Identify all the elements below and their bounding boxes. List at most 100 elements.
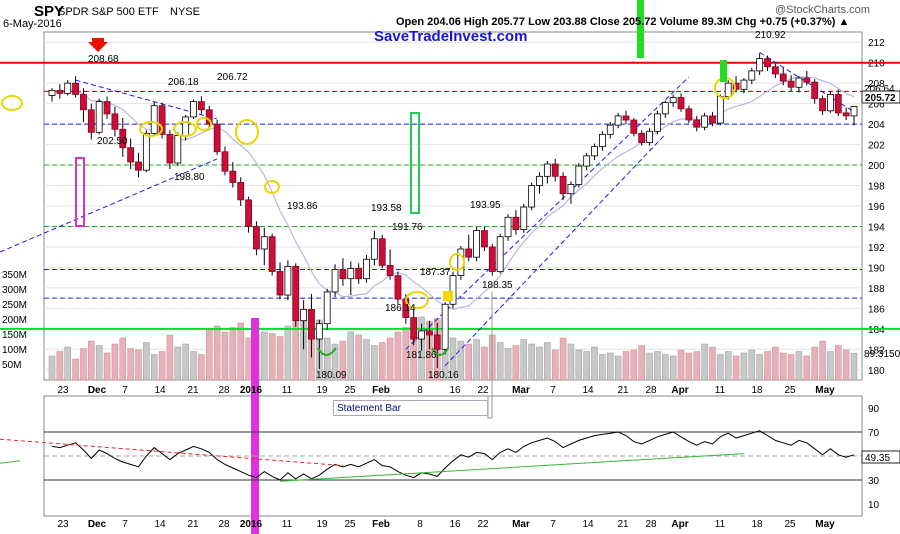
- price-annotation-label: 181.86: [406, 350, 437, 361]
- stockcharts-credit: @StockCharts.com: [775, 4, 870, 16]
- candle-body: [418, 330, 425, 340]
- candle-body: [441, 303, 449, 350]
- candle-body: [449, 275, 457, 305]
- volume-bar: [685, 352, 693, 381]
- candle-body: [512, 216, 520, 230]
- candle-body: [850, 106, 858, 117]
- candle-body: [748, 70, 756, 81]
- volume-bar: [544, 342, 551, 381]
- candle-body: [347, 268, 355, 280]
- volume-bar: [158, 351, 166, 381]
- volume-bar: [607, 352, 614, 381]
- highlight-circle: [264, 180, 280, 194]
- volume-bar: [347, 331, 355, 381]
- highlight-marker: [443, 291, 453, 301]
- price-tick-label: 212: [868, 38, 885, 49]
- volume-bar: [402, 327, 410, 381]
- volume-bar: [496, 342, 504, 381]
- volume-tick-label: 200M: [2, 315, 27, 326]
- candle-body: [543, 163, 551, 177]
- volume-bar: [787, 354, 795, 381]
- x-axis-label: 16: [449, 385, 461, 396]
- x-axis-label: 18: [751, 519, 763, 530]
- candle-body: [276, 271, 284, 296]
- candle-body: [551, 163, 559, 177]
- magenta-signal-bar: [251, 318, 259, 534]
- volume-bar: [394, 331, 402, 381]
- volume-bar: [740, 352, 748, 381]
- volume-bar: [819, 340, 826, 381]
- price-tick-label: 182: [868, 345, 885, 356]
- candle-body: [771, 66, 779, 75]
- candle-body: [197, 101, 205, 111]
- x-axis-label: Apr: [671, 519, 688, 530]
- quote-summary: Open 204.06 High 205.77 Low 203.88 Close…: [396, 16, 850, 28]
- volume-bar: [221, 331, 229, 381]
- x-axis-label: 16: [449, 519, 461, 530]
- candle-body: [606, 124, 614, 135]
- x-axis-label: 8: [417, 385, 423, 396]
- candle-body: [135, 161, 142, 171]
- volume-bar: [198, 354, 205, 381]
- volume-bar: [795, 351, 803, 381]
- candle-body: [504, 216, 512, 238]
- candle-body: [87, 109, 95, 133]
- candle-body: [339, 269, 347, 280]
- volume-bar: [717, 354, 724, 381]
- x-axis-label: Feb: [372, 385, 390, 396]
- candle-body: [166, 133, 174, 164]
- candle-body: [205, 109, 213, 125]
- candle-body: [426, 330, 433, 336]
- volume-bar: [811, 346, 818, 381]
- site-watermark[interactable]: SaveTradeInvest.com: [374, 28, 528, 45]
- candle-body: [827, 94, 834, 112]
- candle-body: [119, 128, 127, 149]
- volume-bar: [268, 333, 276, 381]
- price-tick-label: 190: [868, 263, 885, 274]
- candle-body: [473, 230, 480, 258]
- candle-body: [724, 82, 732, 97]
- price-tick-label: 184: [868, 325, 885, 336]
- volume-bar: [261, 331, 268, 381]
- volume-bar: [677, 349, 685, 381]
- rsi-trendline-red: [0, 438, 343, 467]
- exchange-label: NYSE: [170, 6, 200, 18]
- x-axis-label: 21: [617, 519, 629, 530]
- candle-body: [103, 101, 111, 115]
- x-axis-label: 25: [344, 385, 356, 396]
- volume-bar: [850, 352, 858, 381]
- x-axis-label: 22: [477, 519, 489, 530]
- volume-bar: [622, 351, 630, 381]
- price-annotation-label: 198.80: [174, 172, 205, 183]
- price-annotation-label: 187.37: [420, 267, 451, 278]
- volume-bar: [245, 337, 252, 381]
- candle-body: [559, 175, 567, 195]
- candle-body: [779, 73, 787, 82]
- volume-bar: [732, 355, 740, 381]
- volume-bar: [764, 351, 771, 381]
- volume-bar: [646, 352, 653, 381]
- x-axis-label: 11: [282, 385, 293, 396]
- x-axis-label: 8: [417, 519, 423, 530]
- candle-body: [150, 105, 158, 134]
- candle-body: [213, 123, 221, 153]
- candle-body: [221, 151, 229, 172]
- price-tick-label: 188: [868, 284, 885, 295]
- candle-body: [709, 115, 716, 124]
- volume-bar: [662, 354, 669, 381]
- symbol-label: SPY: [34, 3, 65, 20]
- x-axis-label: 21: [187, 385, 199, 396]
- price-annotation-label: 191.76: [392, 222, 423, 233]
- volume-tick-label: 350M: [2, 270, 27, 281]
- volume-bar: [803, 355, 811, 381]
- candle-body: [669, 97, 677, 104]
- candle-body: [394, 275, 402, 300]
- candle-body: [764, 58, 771, 68]
- candle-body: [378, 238, 386, 266]
- volume-bar: [174, 346, 182, 381]
- x-axis-label: 11: [715, 385, 726, 396]
- volume-bar: [386, 337, 394, 381]
- volume-bar: [827, 351, 834, 381]
- candle-body: [260, 236, 268, 250]
